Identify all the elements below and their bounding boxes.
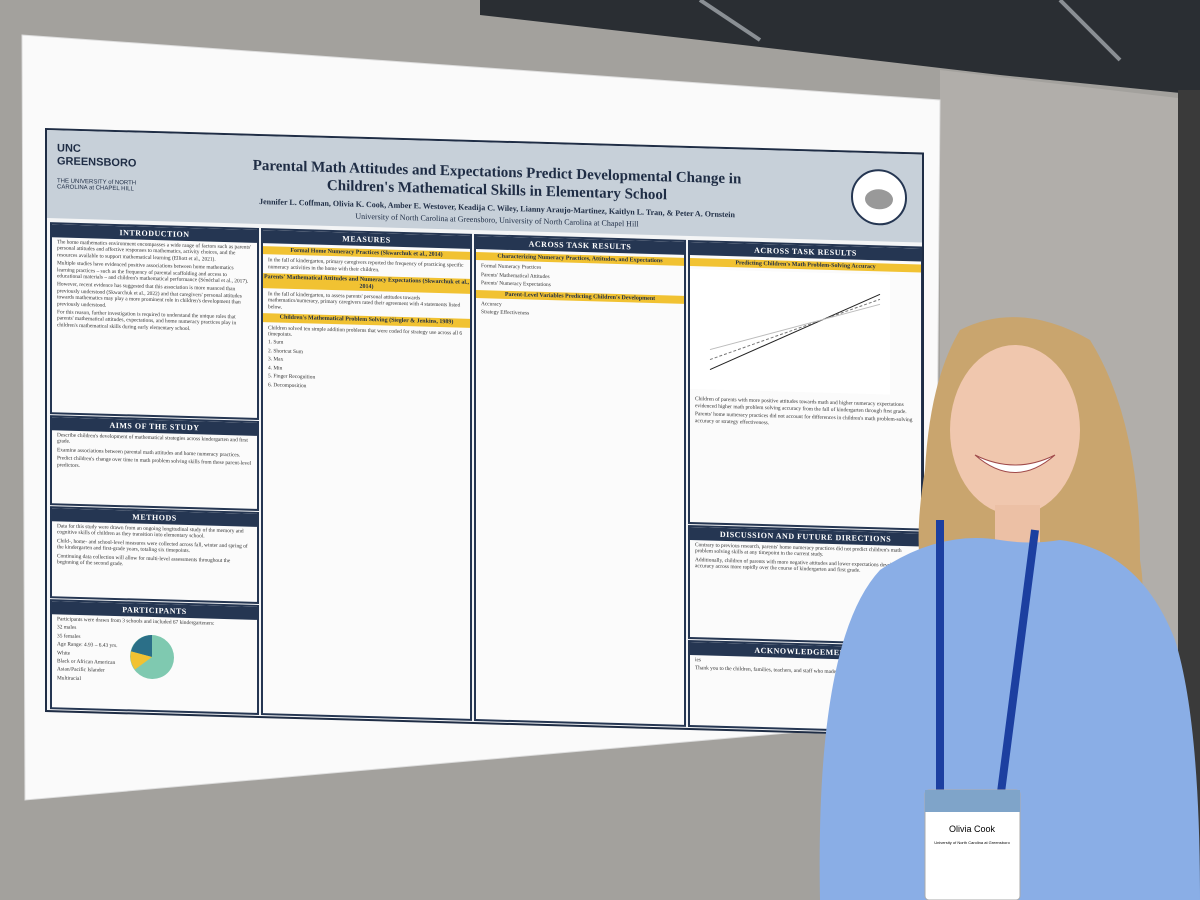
face	[950, 345, 1080, 515]
lanyard	[936, 520, 1039, 801]
line-figure	[690, 269, 890, 396]
section: PARTICIPANTS Participants were drawn from…	[50, 599, 259, 715]
section: ACROSS TASK RESULTS Predicting Children's…	[688, 239, 923, 531]
pie-slice	[131, 634, 152, 657]
trend-line	[709, 299, 881, 361]
lab-logo	[851, 169, 907, 226]
poster-content: UNC GREENSBORO THE UNIVERSITY of NORTH C…	[45, 128, 924, 737]
logo-elephant	[865, 189, 893, 210]
smile	[974, 454, 1056, 473]
beam	[1058, 0, 1122, 62]
beam	[698, 0, 762, 42]
pie-slice	[130, 651, 152, 670]
trend-line	[709, 304, 881, 351]
badge-top	[925, 790, 1020, 812]
trend-line	[709, 294, 881, 371]
badge-name: Olivia Cook	[949, 824, 996, 834]
pie-chart	[130, 634, 174, 679]
badge-org: University of North Carolina at Greensbo…	[934, 840, 1010, 845]
plot-area	[690, 269, 890, 396]
ceiling	[480, 0, 1200, 95]
